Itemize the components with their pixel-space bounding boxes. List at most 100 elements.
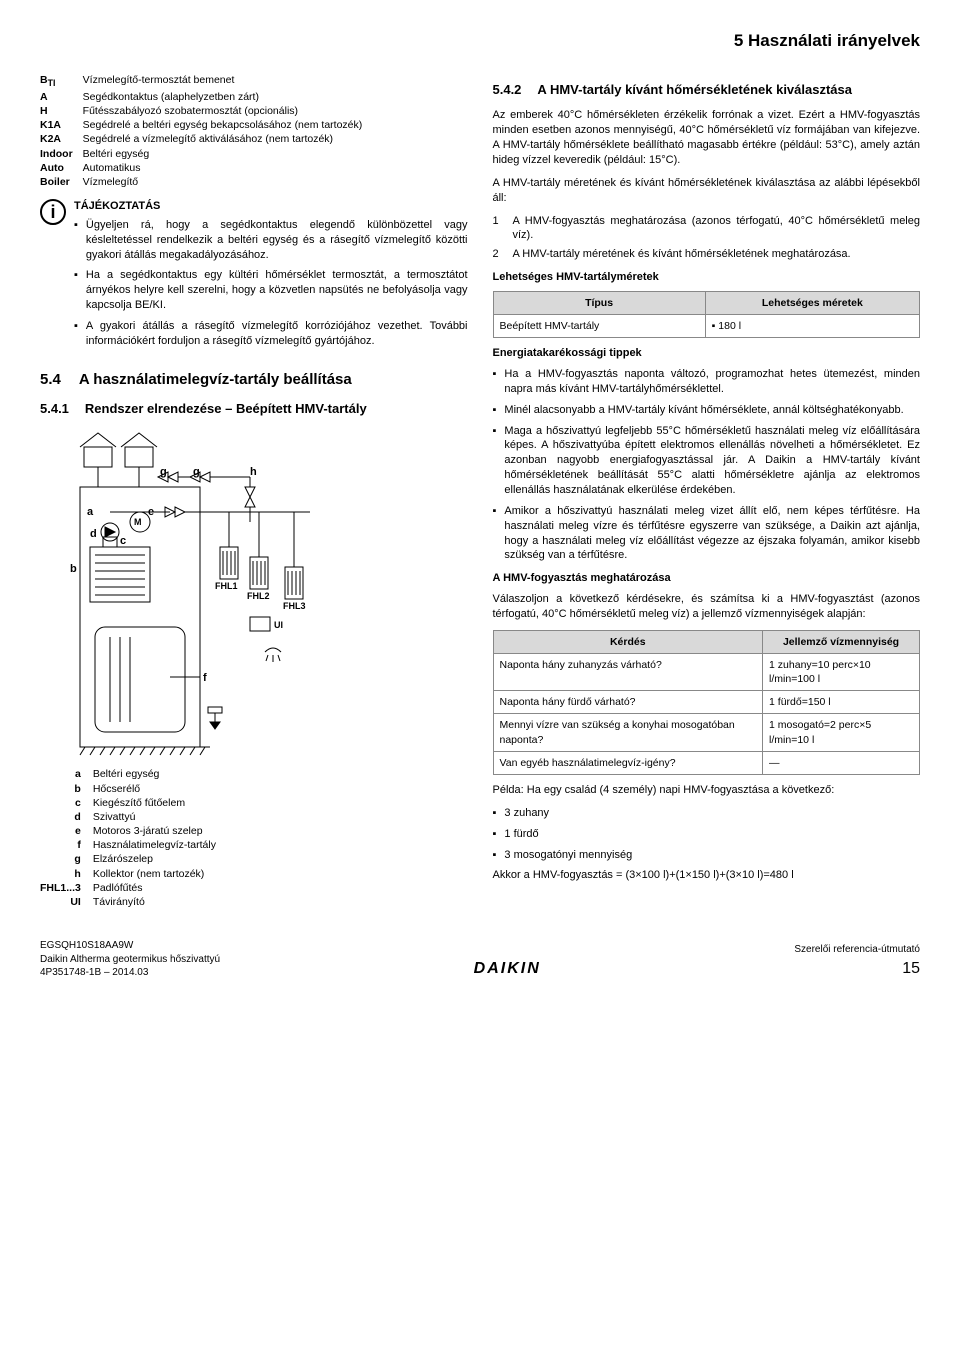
section-5-4: 5.4 A használatimelegvíz-tartály beállítá… [40,370,468,390]
def-val: Segédrelé a vízmelegítő aktiválásához (n… [83,132,363,146]
legend-val: Motoros 3-járatú szelep [93,824,216,838]
legend-key: UI [40,895,93,909]
bullet-icon: ▪ [74,268,78,313]
legend-key: e [40,824,93,838]
bullet-icon: ▪ [493,403,497,418]
step-number: 1 [493,214,505,244]
info-title: TÁJÉKOZTATÁS [74,199,468,214]
table-header: Jellemző vízmennyiség [763,630,920,653]
def-key: H [40,104,83,118]
footer-doc-title: Szerelői referencia-útmutató [794,943,920,957]
diagram-label-h: h [250,465,257,480]
bullet-text: Ügyeljen rá, hogy a segédkontaktus elege… [86,218,468,263]
section-5-4-2: 5.4.2A HMV-tartály kívánt hőmérsékleténe… [493,81,921,99]
table-cell: ▪ 180 l [705,315,919,338]
def-key: K2A [40,132,83,146]
section-title: A használatimelegvíz-tartály beállítása [79,370,352,390]
legend-val: Elzárószelep [93,852,216,866]
legend-key: b [40,782,93,796]
diagram-label-ui: UI [274,619,283,631]
section-number: 5.4 [40,370,61,390]
def-val: Vízmelegítő-termosztát bemenet [83,73,363,90]
legend-key: d [40,810,93,824]
diagram-label-e: e [148,505,154,520]
legend-key: g [40,852,93,866]
footer-line: 4P351748-1B – 2014.03 [40,966,220,980]
bullet-icon: ▪ [493,367,497,397]
diagram-label-fhl2: FHL2 [247,590,270,602]
bullet-icon: ▪ [493,806,497,821]
bullet-icon: ▪ [493,504,497,563]
table-header: Típus [493,291,705,314]
definitions-table: BTIVízmelegítő-termosztát bemenet ASegéd… [40,73,362,189]
bullet-text: 1 fürdő [504,827,920,842]
legend-val: Kollektor (nem tartozék) [93,867,216,881]
diagram-label-fhl3: FHL3 [283,600,306,612]
table-cell: Beépített HMV-tartály [493,315,705,338]
sizes-table: TípusLehetséges méretek Beépített HMV-ta… [493,291,921,338]
def-key: Auto [40,161,83,175]
legend-val: Használatimelegvíz-tartály [93,838,216,852]
def-val: Segédrelé a beltéri egység bekapcsolásáh… [83,118,363,132]
paragraph: Az emberek 40°C hőmérsékleten érzékelik … [493,108,921,167]
step-text: A HMV-tartály méretének és kívánt hőmérs… [513,247,851,262]
table-cell: Van egyéb használatimelegvíz-igény? [493,751,763,774]
table-cell: Mennyi vízre van szükség a konyhai mosog… [493,714,763,751]
diagram-svg [50,427,350,757]
bullet-text: Maga a hőszivattyú legfeljebb 55°C hőmér… [504,424,920,498]
heading: A HMV-fogyasztás meghatározása [493,571,921,586]
table-header: Lehetséges méretek [705,291,919,314]
footer-left: EGSQH10S18AA9W Daikin Altherma geotermik… [40,939,220,980]
heading: Lehetséges HMV-tartályméretek [493,270,921,285]
def-key: BTI [40,73,83,90]
legend-key: f [40,838,93,852]
footer-line: EGSQH10S18AA9W [40,939,220,953]
diagram-label-g: g [160,465,167,480]
diagram-label-a: a [87,505,93,520]
diagram-legend: aBeltéri egység bHőcserélő cKiegészítő f… [40,767,216,909]
bullet-icon: ▪ [74,218,78,263]
legend-val: Kiegészítő fűtőelem [93,796,216,810]
paragraph: Akkor a HMV-fogyasztás = (3×100 l)+(1×15… [493,868,921,883]
bullet-icon: ▪ [493,827,497,842]
def-val: Fűtésszabályozó szobatermosztát (opcioná… [83,104,363,118]
info-block: i TÁJÉKOZTATÁS ▪Ügyeljen rá, hogy a segé… [40,199,468,355]
table-cell: 1 mosogató=2 perc×5 l/min=10 l [763,714,920,751]
bullet-text: 3 zuhany [504,806,920,821]
table-cell: — [763,751,920,774]
page-footer: EGSQH10S18AA9W Daikin Altherma geotermik… [40,939,920,980]
footer-line: Daikin Altherma geotermikus hőszivattyú [40,953,220,967]
right-column: 5.4.2A HMV-tartály kívánt hőmérsékleténe… [493,73,921,909]
legend-key: a [40,767,93,781]
subsection-number: 5.4.1 [40,400,69,418]
diagram-label-f: f [203,671,207,686]
diagram-label-fhl1: FHL1 [215,580,238,592]
section-5-4-1: 5.4.1Rendszer elrendezése – Beépített HM… [40,400,468,418]
bullet-icon: ▪ [74,319,78,349]
def-key: Boiler [40,175,83,189]
table-cell: Naponta hány zuhanyzás várható? [493,653,763,690]
heading: Energiatakarékossági tippek [493,346,921,361]
paragraph: Példa: Ha egy család (4 személy) napi HM… [493,783,921,798]
diagram-label-c: c [120,534,126,549]
info-icon: i [40,199,66,225]
def-key: Indoor [40,147,83,161]
diagram-label-M: M [134,516,142,528]
def-key: K1A [40,118,83,132]
subsection-title: A HMV-tartály kívánt hőmérsékletének kiv… [537,81,852,99]
bullet-text: Minél alacsonyabb a HMV-tartály kívánt h… [504,403,920,418]
bullet-text: Ha a segédkontaktus egy kültéri hőmérsék… [86,268,468,313]
bullet-text: Amikor a hőszivattyú használati meleg vi… [504,504,920,563]
step-text: A HMV-fogyasztás meghatározása (azonos t… [513,214,921,244]
page-number: 15 [794,958,920,980]
bullet-text: A gyakori átállás a rásegítő vízmelegítő… [86,319,468,349]
legend-val: Távirányító [93,895,216,909]
paragraph: A HMV-tartály méretének és kívánt hőmérs… [493,176,921,206]
def-key: A [40,90,83,104]
qa-table: KérdésJellemző vízmennyiség Naponta hány… [493,630,921,775]
def-val: Vízmelegítő [83,175,363,189]
footer-brand: DAIKIN [474,958,541,980]
def-val: Beltéri egység [83,147,363,161]
legend-key: h [40,867,93,881]
legend-val: Beltéri egység [93,767,216,781]
